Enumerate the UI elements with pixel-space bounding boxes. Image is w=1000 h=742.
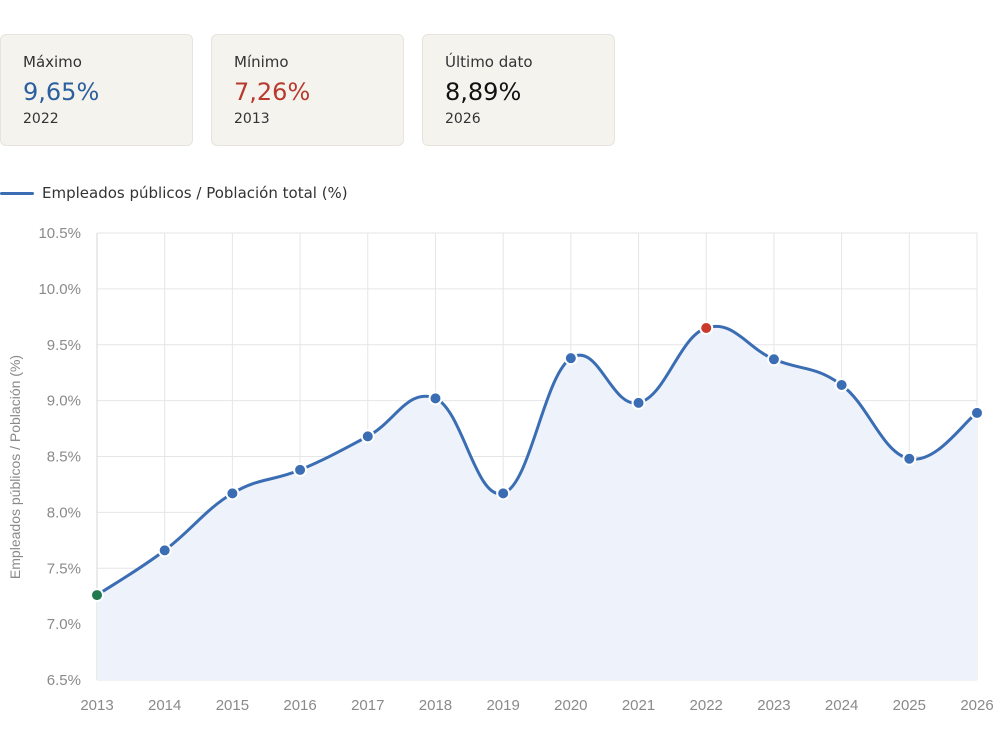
x-tick-label: 2017	[351, 697, 384, 714]
stat-label: Último dato	[445, 53, 533, 71]
x-tick-label: 2019	[486, 697, 519, 714]
line-chart: 6.5% 7.0% 7.5% 8.0% 8.5% 9.0% 9.5% 10.0% 10.5% 2…	[7, 225, 994, 714]
data-point-2018[interactable]	[428, 391, 443, 406]
stat-year: 2013	[234, 111, 270, 127]
x-tick-label: 2025	[893, 697, 926, 714]
stat-year: 2022	[23, 111, 59, 127]
y-tick-label: 9.5%	[47, 337, 81, 354]
data-point-2013[interactable]	[90, 588, 104, 603]
y-tick-label: 6.5%	[47, 672, 81, 689]
data-point-2021[interactable]	[631, 395, 646, 410]
y-axis-label: Empleados públicos / Población (%)	[7, 355, 23, 579]
x-tick-label: 2013	[80, 697, 113, 714]
x-tick-label: 2026	[960, 697, 993, 714]
y-tick-label: 7.0%	[47, 616, 81, 633]
data-point-2024[interactable]	[834, 377, 849, 392]
stat-value: 8,89%	[445, 78, 522, 106]
x-tick-label: 2016	[283, 697, 316, 714]
data-point-2026[interactable]	[970, 405, 984, 420]
data-point-2017[interactable]	[360, 429, 375, 444]
stat-card-latest: Último dato 8,89% 2026	[422, 34, 615, 146]
data-points	[90, 320, 984, 603]
y-tick-label: 10.5%	[38, 225, 81, 242]
data-point-2016[interactable]	[293, 462, 308, 477]
y-tick-label: 8.5%	[47, 449, 81, 466]
data-point-2019[interactable]	[496, 486, 511, 501]
series-line	[96, 324, 978, 597]
x-tick-label: 2022	[690, 697, 723, 714]
area-fill	[97, 326, 977, 680]
data-point-2014[interactable]	[157, 543, 172, 558]
chart-legend[interactable]: Empleados públicos / Población total (%)	[0, 184, 348, 202]
y-axis-ticks: 6.5% 7.0% 7.5% 8.0% 8.5% 9.0% 9.5% 10.0% 10.5%	[38, 225, 81, 689]
x-tick-label: 2018	[419, 697, 452, 714]
legend-label: Empleados públicos / Población total (%)	[42, 184, 348, 202]
stat-value: 7,26%	[234, 78, 311, 106]
stat-cards: Máximo 9,65% 2022 Mínimo 7,26% 2013 Últi…	[0, 34, 615, 146]
stat-label: Mínimo	[234, 53, 289, 71]
x-tick-label: 2014	[148, 697, 181, 714]
x-tick-label: 2020	[554, 697, 587, 714]
y-tick-label: 8.0%	[47, 504, 81, 521]
stat-card-max: Máximo 9,65% 2022	[0, 34, 193, 146]
y-tick-label: 10.0%	[38, 281, 81, 298]
data-point-2025[interactable]	[902, 451, 917, 466]
y-tick-label: 7.5%	[47, 560, 81, 577]
data-point-2020[interactable]	[563, 351, 578, 366]
legend-swatch	[0, 191, 34, 195]
x-tick-label: 2024	[825, 697, 858, 714]
x-tick-label: 2015	[216, 697, 249, 714]
x-tick-label: 2021	[622, 697, 655, 714]
y-tick-label: 9.0%	[47, 393, 81, 410]
stat-label: Máximo	[23, 53, 82, 71]
data-point-2022[interactable]	[699, 320, 714, 335]
data-point-2015[interactable]	[225, 486, 240, 501]
data-point-2023[interactable]	[766, 352, 781, 367]
stat-year: 2026	[445, 111, 481, 127]
x-axis-ticks: 2013 2014 2015 2016 2017 2018 2019 2020 2021 2022…	[80, 697, 993, 714]
x-tick-label: 2023	[757, 697, 790, 714]
stat-value: 9,65%	[23, 78, 100, 106]
stat-card-min: Mínimo 7,26% 2013	[211, 34, 404, 146]
